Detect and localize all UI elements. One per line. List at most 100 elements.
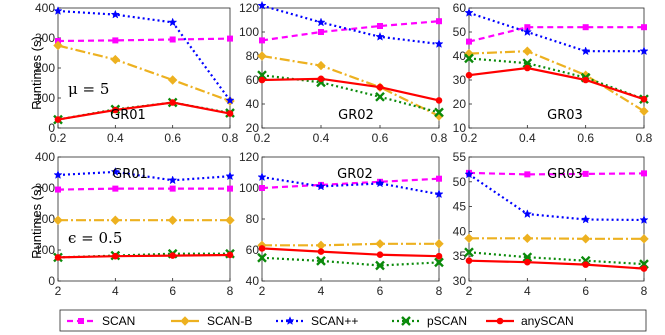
data-point-scan-b bbox=[639, 106, 649, 116]
data-point-scanpp bbox=[225, 95, 235, 105]
panel-3: 10 20 30 40 50 60 0.2 0.4 0.6 0.8 GR03 bbox=[453, 1, 653, 145]
y-tick-label: 100 bbox=[239, 181, 259, 195]
data-point-anyscan bbox=[582, 76, 589, 84]
data-point-scanpp bbox=[257, 0, 267, 10]
data-point-scanpp bbox=[639, 215, 649, 224]
panel-annotation: GR03 bbox=[547, 108, 583, 123]
data-point-scan bbox=[377, 23, 383, 29]
data-point-scan bbox=[169, 36, 176, 43]
data-point-scan-b bbox=[316, 240, 326, 251]
y-tick-label: 400 bbox=[35, 1, 55, 15]
data-point-scanpp bbox=[110, 9, 120, 19]
data-point-anyscan bbox=[317, 75, 325, 83]
series-line-scan-b bbox=[57, 44, 231, 103]
x-tick-label: 2 bbox=[259, 284, 266, 298]
data-point-scan bbox=[259, 37, 265, 44]
data-point-anyscan bbox=[112, 252, 119, 260]
data-point-anyscan bbox=[435, 97, 443, 104]
legend-entry-scan: SCAN bbox=[67, 314, 135, 328]
data-point-scan bbox=[466, 38, 472, 45]
data-point-anyscan bbox=[226, 110, 234, 117]
data-point-anyscan bbox=[258, 76, 266, 84]
y-tick-label: 120 bbox=[239, 150, 259, 164]
y-tick-label: 55 bbox=[453, 150, 467, 164]
y-tick-label: 100 bbox=[35, 91, 55, 105]
series-line-scan-b bbox=[261, 54, 440, 117]
data-point-anyscan bbox=[640, 265, 648, 272]
x-tick-label: 0.6 bbox=[372, 131, 389, 145]
x-tick-label: 2 bbox=[55, 284, 62, 298]
data-point-scan bbox=[55, 186, 61, 193]
data-point-anyscan bbox=[465, 71, 473, 79]
data-point-scan-b bbox=[225, 215, 235, 225]
data-point-scanpp bbox=[522, 209, 532, 219]
data-point-scan-b bbox=[316, 60, 326, 71]
series-line-scan bbox=[261, 20, 440, 42]
data-point-scan-b bbox=[257, 51, 267, 61]
series-line-scan bbox=[57, 187, 230, 191]
panel-2: 20 40 60 80 100 120 0.2 0.4 0.6 0.8 GR02 bbox=[239, 0, 448, 145]
data-point-anyscan bbox=[54, 254, 62, 261]
y-tick-label: 40 bbox=[246, 97, 260, 111]
data-point-scanpp bbox=[581, 214, 591, 224]
data-point-pscan bbox=[257, 252, 267, 263]
y-tick-label: 80 bbox=[246, 49, 260, 63]
legend-label: SCAN bbox=[102, 314, 135, 328]
legend-label: pSCAN bbox=[427, 314, 467, 328]
data-point-pscan bbox=[375, 91, 385, 102]
data-point-scanpp bbox=[316, 181, 326, 191]
series-line-scanpp bbox=[468, 11, 644, 53]
data-point-scanpp bbox=[581, 46, 591, 56]
data-point-anyscan bbox=[465, 257, 473, 264]
y-tick-label: 60 bbox=[246, 243, 260, 257]
x-tick-label: 0.2 bbox=[50, 131, 67, 145]
y-tick-label: 100 bbox=[35, 243, 55, 257]
series-line-anyscan bbox=[57, 101, 231, 121]
data-point-anyscan bbox=[226, 251, 234, 259]
data-point-pscan bbox=[464, 53, 474, 64]
data-point-scanpp bbox=[375, 178, 385, 188]
data-point-anyscan bbox=[317, 248, 325, 255]
legend-box bbox=[59, 309, 647, 332]
series-line-anyscan bbox=[57, 253, 231, 259]
data-point-pscan bbox=[434, 257, 444, 268]
y-axis-label-top: Runtimes (s) bbox=[29, 36, 44, 110]
data-point-scan bbox=[227, 185, 233, 192]
series-line-scanpp bbox=[57, 9, 231, 102]
series-line-anyscan bbox=[261, 247, 440, 258]
x-tick-label: 6 bbox=[377, 284, 384, 298]
x-tick-label: 0.2 bbox=[461, 131, 478, 145]
series-line-pscan bbox=[261, 256, 440, 267]
data-point-scan-b bbox=[639, 234, 649, 244]
panel-annotation: GR02 bbox=[338, 108, 374, 123]
legend-entry-scan-b: SCAN-B bbox=[171, 314, 252, 328]
data-point-scanpp bbox=[257, 172, 267, 182]
panel-annotation: GR01 bbox=[110, 108, 146, 123]
y-tick-label: 300 bbox=[35, 181, 55, 195]
y-tick-label: 80 bbox=[246, 212, 260, 226]
data-point-scan bbox=[582, 170, 589, 177]
data-point-scan-b bbox=[110, 54, 121, 65]
legend-marker bbox=[401, 316, 411, 326]
data-point-anyscan bbox=[640, 95, 648, 103]
data-point-scan-b bbox=[434, 239, 444, 249]
data-point-anyscan bbox=[435, 252, 443, 260]
panel-5: 40 60 80 100 120 2 4 6 8 GR02 bbox=[239, 150, 444, 298]
legend-marker bbox=[78, 318, 84, 324]
data-point-scan bbox=[169, 185, 176, 192]
y-tick-label: 0 bbox=[48, 274, 55, 288]
y-tick-label: 20 bbox=[246, 121, 260, 135]
plot-frame bbox=[261, 7, 440, 129]
x-tick-label: 0.4 bbox=[313, 131, 330, 145]
data-point-scan-b bbox=[522, 233, 533, 244]
y-tick-label: 200 bbox=[35, 61, 55, 75]
data-point-scan-b bbox=[167, 215, 178, 225]
data-point-scan bbox=[112, 185, 119, 192]
y-tick-label: 0 bbox=[48, 121, 55, 135]
data-point-scanpp bbox=[434, 39, 444, 48]
data-point-scan-b bbox=[53, 215, 63, 225]
data-point-scan bbox=[436, 175, 442, 182]
data-point-scan-b bbox=[464, 233, 474, 244]
panel-annotation: GR02 bbox=[337, 167, 373, 182]
